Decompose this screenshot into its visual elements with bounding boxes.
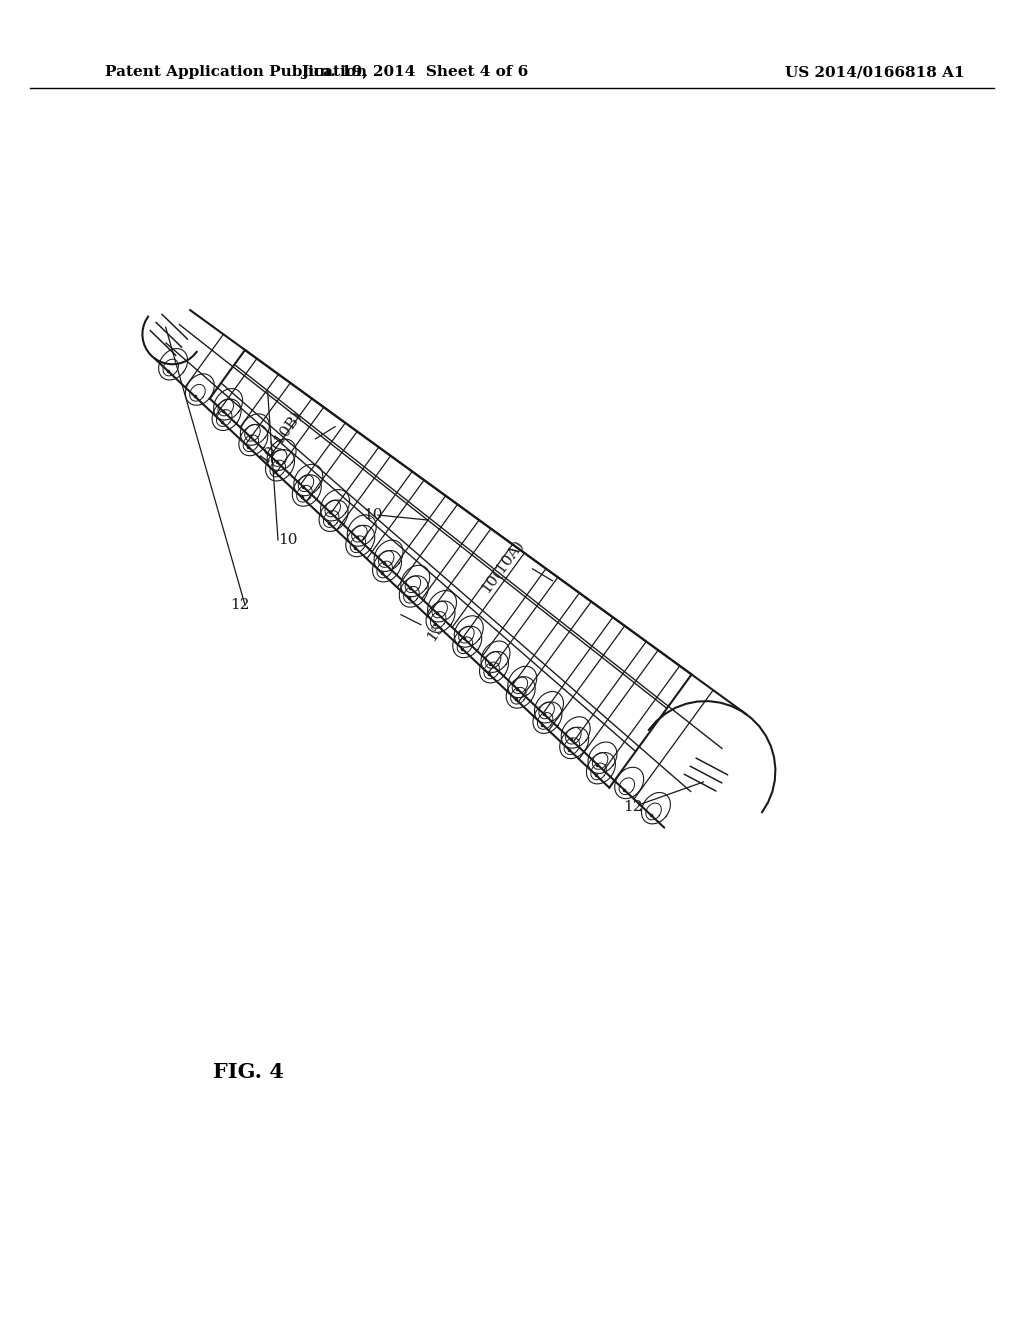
Text: 12: 12: [230, 598, 250, 612]
Text: 10: 10: [362, 508, 383, 521]
Text: US 2014/0166818 A1: US 2014/0166818 A1: [785, 65, 965, 79]
Text: 12: 12: [624, 800, 643, 814]
Text: 10: 10: [278, 533, 298, 546]
Text: Jun. 19, 2014  Sheet 4 of 6: Jun. 19, 2014 Sheet 4 of 6: [301, 65, 528, 79]
Text: 15: 15: [425, 620, 447, 644]
Text: 10(10A): 10(10A): [478, 537, 526, 595]
Text: FIG. 4: FIG. 4: [213, 1063, 284, 1082]
Text: 10(10B): 10(10B): [257, 408, 304, 466]
Text: Patent Application Publication: Patent Application Publication: [105, 65, 367, 79]
